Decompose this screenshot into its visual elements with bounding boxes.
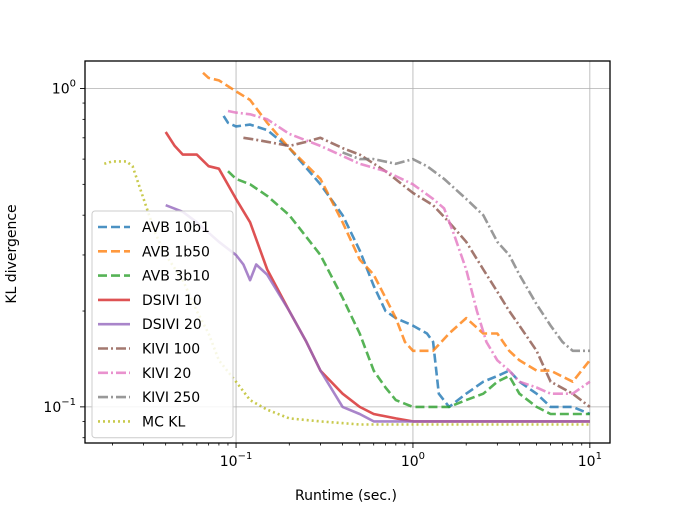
legend-label: DSIVI 20 [142,317,202,333]
legend-label: KIVI 100 [142,342,200,358]
series-line-mc-kl [103,160,590,426]
series-line-kivi-250 [342,151,590,353]
series-line-kivi-100 [243,136,591,408]
legend-box [91,210,234,439]
legend-label: KIVI 250 [142,390,200,406]
series-line-kivi-20 [227,109,591,395]
series-line-avb-3b10 [227,170,590,416]
series-line-avb-1b50 [202,71,591,383]
legend-label: MC KL [142,414,185,430]
legend-label: DSIVI 10 [142,293,202,309]
y-axis-label: KL divergence [4,204,20,303]
series-line-avb-10b1 [222,115,591,416]
legend-label: AVB 3b10 [142,269,210,285]
x-axis-label: Runtime (sec.) [295,488,397,504]
legend-label: AVB 10b1 [142,220,210,236]
legend-label: AVB 1b50 [142,244,210,260]
series-layer [103,71,591,426]
plot-frame [84,60,611,444]
legend-label: KIVI 20 [142,366,191,382]
legend: AVB 10b1 AVB 1b50 AVB 3b10 DSIVI 10 DSIVI 20… [91,210,234,439]
